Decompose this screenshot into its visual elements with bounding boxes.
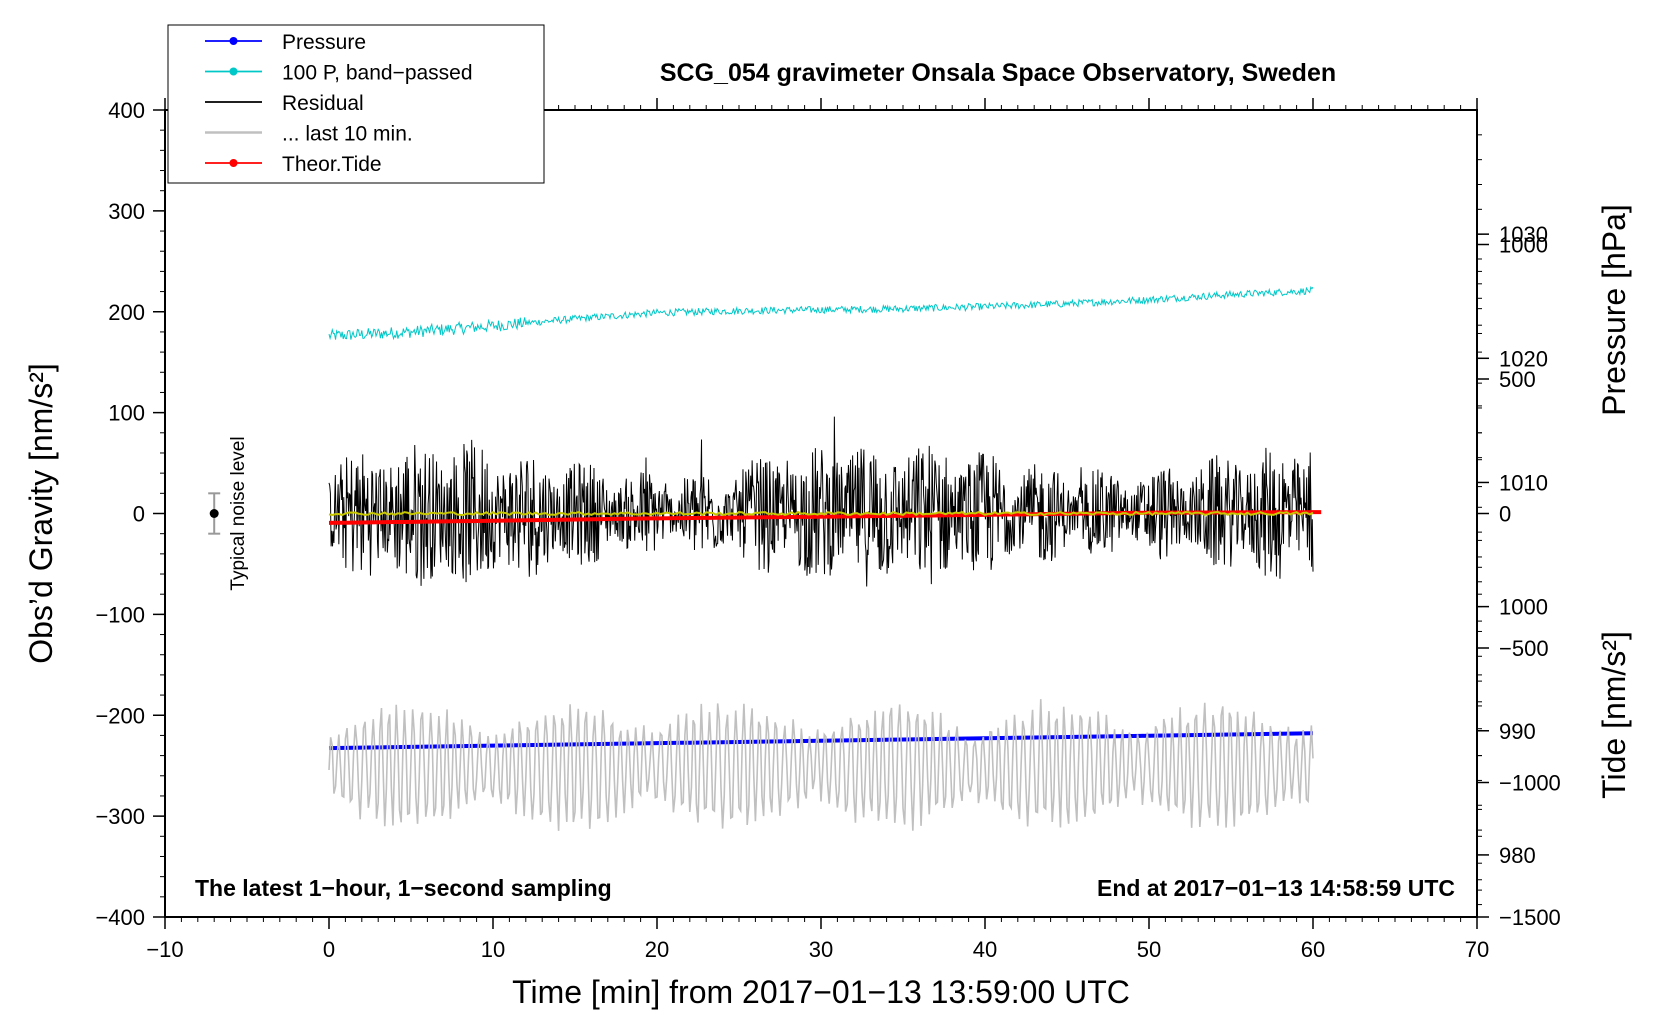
tide-tick-label: 1000 bbox=[1499, 233, 1548, 258]
y-tick-label: 200 bbox=[108, 300, 145, 325]
end-time-note: End at 2017−01−13 14:58:59 UTC bbox=[1097, 875, 1455, 901]
x-tick-label: 50 bbox=[1137, 937, 1161, 962]
x-axis-title: Time [min] from 2017−01−13 13:59:00 UTC bbox=[512, 974, 1130, 1010]
y-tick-label: 400 bbox=[108, 98, 145, 123]
legend-label: Residual bbox=[282, 92, 364, 115]
legend-marker bbox=[229, 37, 238, 45]
x-tick-label: 20 bbox=[645, 937, 669, 962]
residual-series-line bbox=[328, 416, 1314, 587]
noise-level-label: Typical noise level bbox=[228, 436, 249, 590]
band-passed-pressure-series-line bbox=[328, 285, 1314, 341]
legend-marker bbox=[229, 159, 238, 167]
y-tick-label: 100 bbox=[108, 401, 145, 426]
noise-level-dot bbox=[209, 509, 219, 518]
pressure-tick-label: 1030 bbox=[1499, 222, 1548, 247]
x-tick-label: 30 bbox=[809, 937, 833, 962]
legend-marker bbox=[229, 67, 238, 76]
residual-smoothed-series-line bbox=[328, 510, 1314, 517]
tide-tick-label: −1000 bbox=[1499, 771, 1561, 796]
legend-label: ... last 10 min. bbox=[282, 123, 413, 146]
tide-tick-label: 0 bbox=[1499, 502, 1511, 527]
x-tick-label: 40 bbox=[973, 937, 997, 962]
x-tick-label: 70 bbox=[1465, 937, 1489, 962]
legend-label: Pressure bbox=[282, 31, 366, 54]
x-tick-label: 60 bbox=[1301, 937, 1325, 962]
pressure-tick-label: 980 bbox=[1499, 843, 1536, 868]
legend-box bbox=[167, 24, 545, 184]
legend: Pressure 100 P, band−passed Residual ... la… bbox=[167, 24, 545, 184]
x-tick-label: 10 bbox=[481, 937, 505, 962]
sampling-note: The latest 1−hour, 1−second sampling bbox=[195, 875, 612, 901]
y-axis-tide-title: Tide [nm/s²] bbox=[1596, 631, 1632, 799]
y-axis-left-title: Obs’d Gravity [nm/s²] bbox=[23, 363, 59, 664]
chart-title: SCG_054 gravimeter Onsala Space Observat… bbox=[660, 59, 1336, 87]
axes-layer: −10 0 10 20 30 40 50 60 704003002001000−100−200−… bbox=[95, 98, 1561, 962]
x-tick-label: 0 bbox=[323, 937, 335, 962]
pressure-tick-label: 1020 bbox=[1499, 346, 1548, 371]
y-axis-pressure-title: Pressure [hPa] bbox=[1596, 204, 1632, 416]
pressure-series-line bbox=[328, 731, 1314, 751]
y-tick-label: −100 bbox=[95, 602, 145, 627]
series-layer bbox=[328, 285, 1322, 831]
y-tick-label: −200 bbox=[95, 703, 145, 728]
tide-tick-label: −1500 bbox=[1499, 905, 1561, 930]
y-tick-label: 0 bbox=[133, 502, 145, 527]
tide-tick-label: −500 bbox=[1499, 636, 1549, 661]
pressure-tick-label: 990 bbox=[1499, 719, 1536, 744]
legend-label: 100 P, band−passed bbox=[282, 62, 473, 85]
tide-tick-label: 500 bbox=[1499, 367, 1536, 392]
x-tick-label: −10 bbox=[146, 937, 183, 962]
y-tick-label: −400 bbox=[95, 905, 145, 930]
pressure-tick-label: 1010 bbox=[1499, 470, 1548, 495]
y-tick-label: −300 bbox=[95, 804, 145, 829]
noise-level-indicator: Typical noise level bbox=[208, 436, 249, 591]
last-10-min-series-line bbox=[328, 699, 1314, 831]
legend-label: Theor.Tide bbox=[282, 153, 382, 176]
y-tick-label: 300 bbox=[108, 199, 145, 224]
pressure-tick-label: 1000 bbox=[1499, 595, 1548, 620]
